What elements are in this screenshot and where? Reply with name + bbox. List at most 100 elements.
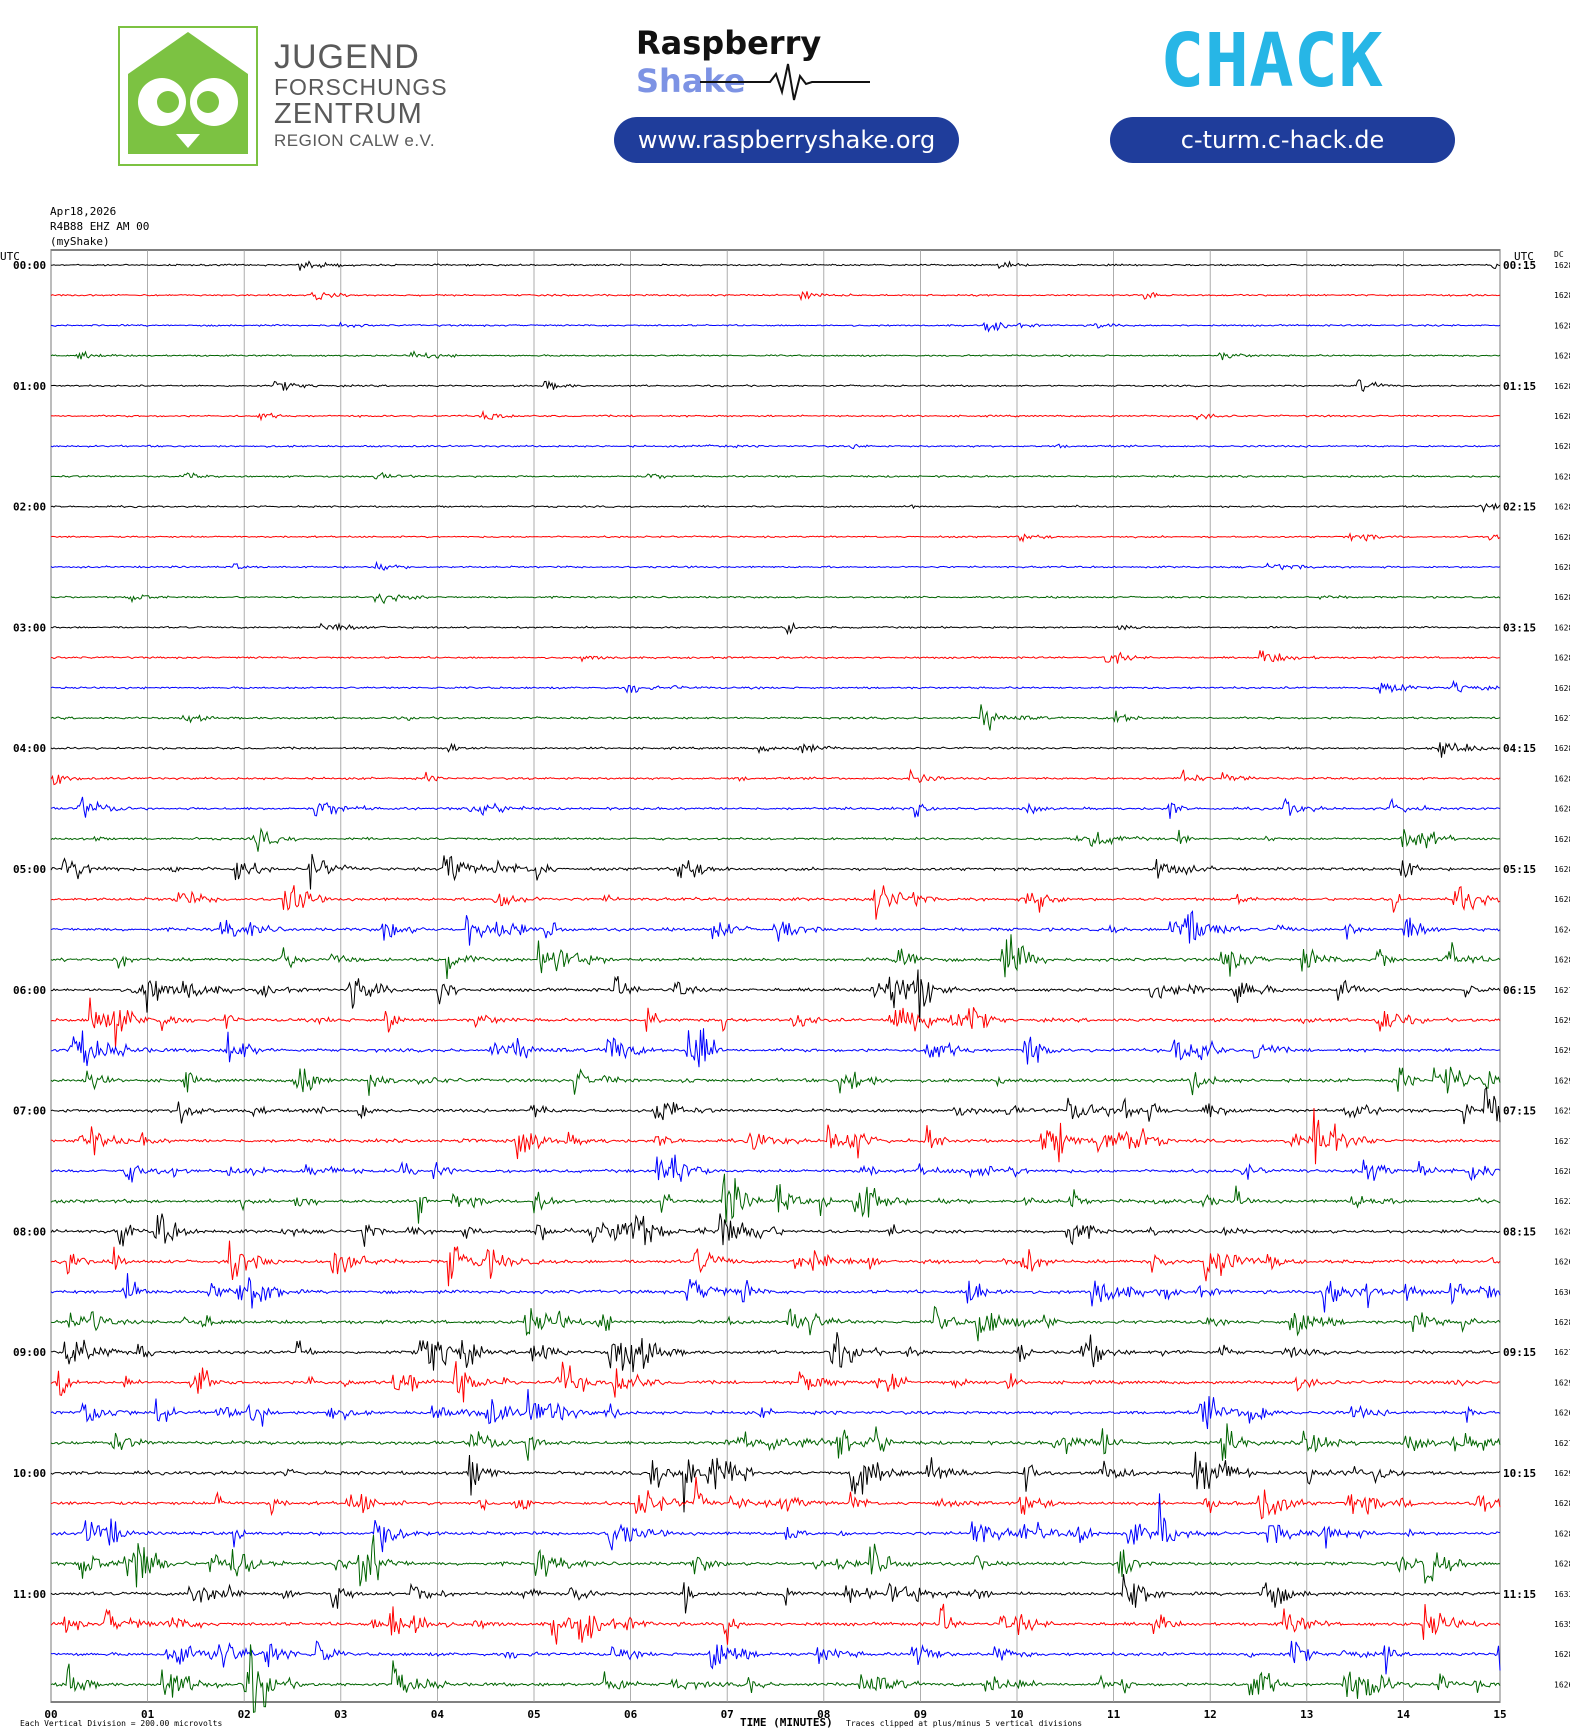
x-tick-label: 01 (141, 1708, 155, 1721)
x-tick-label: 15 (1493, 1708, 1506, 1721)
seismic-traces (50, 260, 1501, 1713)
jfz-line1: JUGEND (274, 38, 420, 76)
left-axis-title: UTC (0, 250, 20, 263)
dc-title: DC (1554, 250, 1564, 259)
left-hour-label: 07:00 (13, 1105, 46, 1118)
dc-value: 16270 (1554, 986, 1570, 995)
trace-line (50, 1086, 1501, 1125)
trace-line (50, 796, 1501, 819)
dc-value: 16279 (1554, 1348, 1570, 1357)
right-hour-label: 08:15 (1503, 1225, 1536, 1238)
trace-line (50, 742, 1501, 758)
x-tick-label: 12 (1204, 1708, 1217, 1721)
left-hour-label: 01:00 (13, 380, 46, 393)
dc-value: 16286 (1554, 835, 1570, 844)
trace-line (50, 379, 1501, 393)
dc-value: 16289 (1554, 865, 1570, 874)
dc-value: 16286 (1554, 563, 1570, 572)
trace-line (50, 934, 1501, 980)
right-hour-label: 02:15 (1503, 501, 1536, 514)
trace-line (50, 1028, 1501, 1068)
dc-value: 16283 (1554, 1499, 1570, 1508)
left-hour-label: 09:00 (13, 1346, 46, 1359)
x-tick-label: 11 (1107, 1708, 1121, 1721)
trace-line (50, 969, 1501, 1023)
x-tick-label: 09 (914, 1708, 927, 1721)
trace-line (50, 1173, 1501, 1224)
left-hour-label: 03:00 (13, 621, 46, 634)
trace-line (50, 910, 1501, 946)
right-hour-label: 11:15 (1503, 1588, 1536, 1601)
trace-line (50, 827, 1501, 852)
plot-grid (50, 249, 1501, 1703)
dc-value: 16283 (1554, 412, 1570, 421)
trace-line (51, 1332, 1501, 1373)
dc-value: 16297 (1554, 1469, 1570, 1478)
trace-line (50, 1389, 1501, 1430)
dc-value: 16220 (1554, 1197, 1570, 1206)
dc-value: 16286 (1554, 744, 1570, 753)
trace-line (50, 1240, 1501, 1287)
right-hour-label: 04:15 (1503, 742, 1536, 755)
owl-logo-icon (118, 26, 258, 166)
left-hour-label: 02:00 (13, 501, 46, 514)
right-hour-label: 07:15 (1503, 1105, 1536, 1118)
trace-line (50, 1154, 1501, 1183)
dc-value: 16293 (1554, 1378, 1570, 1387)
dc-value: 16289 (1554, 805, 1570, 814)
plot-frame (50, 249, 1501, 1703)
chack-url-link[interactable]: c-turm.c-hack.de (1110, 117, 1455, 163)
x-tick-label: 10 (1010, 1708, 1023, 1721)
dc-value: 16288 (1554, 895, 1570, 904)
left-hour-label: 10:00 (13, 1467, 46, 1480)
left-hour-label: 06:00 (13, 984, 46, 997)
trace-line (50, 1534, 1501, 1588)
footer-clip-note: Traces clipped at plus/minus 5 vertical … (846, 1719, 1082, 1728)
dc-value: 16264 (1554, 1680, 1570, 1689)
chack-logo[interactable]: CHACK (1160, 28, 1420, 98)
dc-value: 16332 (1554, 1590, 1570, 1599)
left-hour-label: 04:00 (13, 742, 46, 755)
trace-line (50, 291, 1501, 302)
dc-value: 16280 (1554, 1650, 1570, 1659)
dc-value: 16284 (1554, 472, 1570, 481)
dc-value: 16368 (1554, 1288, 1570, 1297)
x-tick-label: 07 (721, 1708, 734, 1721)
trace-line (50, 621, 1501, 636)
header: JUGEND FORSCHUNGS ZENTRUM REGION CALW e.… (0, 0, 1570, 190)
jfz-logo[interactable]: JUGEND FORSCHUNGS ZENTRUM REGION CALW e.… (118, 26, 447, 166)
left-hour-label: 08:00 (13, 1225, 46, 1238)
plot-date: Apr18,2026 (50, 205, 116, 218)
trace-line (50, 768, 1501, 786)
dc-value: 16255 (1554, 1107, 1570, 1116)
x-tick-label: 05 (527, 1708, 540, 1721)
dc-value: 16261 (1554, 1258, 1570, 1267)
dc-value: 16283 (1554, 1560, 1570, 1569)
dc-value: 16292 (1554, 1046, 1570, 1055)
trace-line (50, 704, 1501, 731)
dc-value: 16287 (1554, 956, 1570, 965)
right-hour-label: 03:15 (1503, 621, 1536, 634)
trace-line (50, 650, 1501, 664)
dc-value: 16244 (1554, 925, 1570, 934)
plot-station: R4B88 EHZ AM 00 (50, 220, 149, 233)
jfz-line4: REGION CALW e.V. (274, 131, 436, 150)
trace-line (50, 1273, 1501, 1313)
jfz-line2: FORSCHUNGS (274, 74, 448, 100)
x-tick-label: 04 (431, 1708, 445, 1721)
dc-value: 16287 (1554, 593, 1570, 602)
left-hour-label: 11:00 (13, 1588, 46, 1601)
trace-line (50, 409, 1501, 422)
plot-network: (myShake) (50, 235, 110, 248)
rs-url-link[interactable]: www.raspberryshake.org (614, 117, 959, 163)
dc-value: 16281 (1554, 1318, 1570, 1327)
trace-line (50, 853, 1501, 890)
trace-line (50, 593, 1501, 605)
trace-line (50, 560, 1501, 571)
trace-line (50, 1213, 1501, 1247)
trace-line (50, 502, 1501, 513)
dc-value: 16267 (1554, 1409, 1570, 1418)
trace-line (50, 679, 1501, 694)
trace-line (50, 1644, 1501, 1713)
seismic-wave-icon (700, 63, 870, 101)
